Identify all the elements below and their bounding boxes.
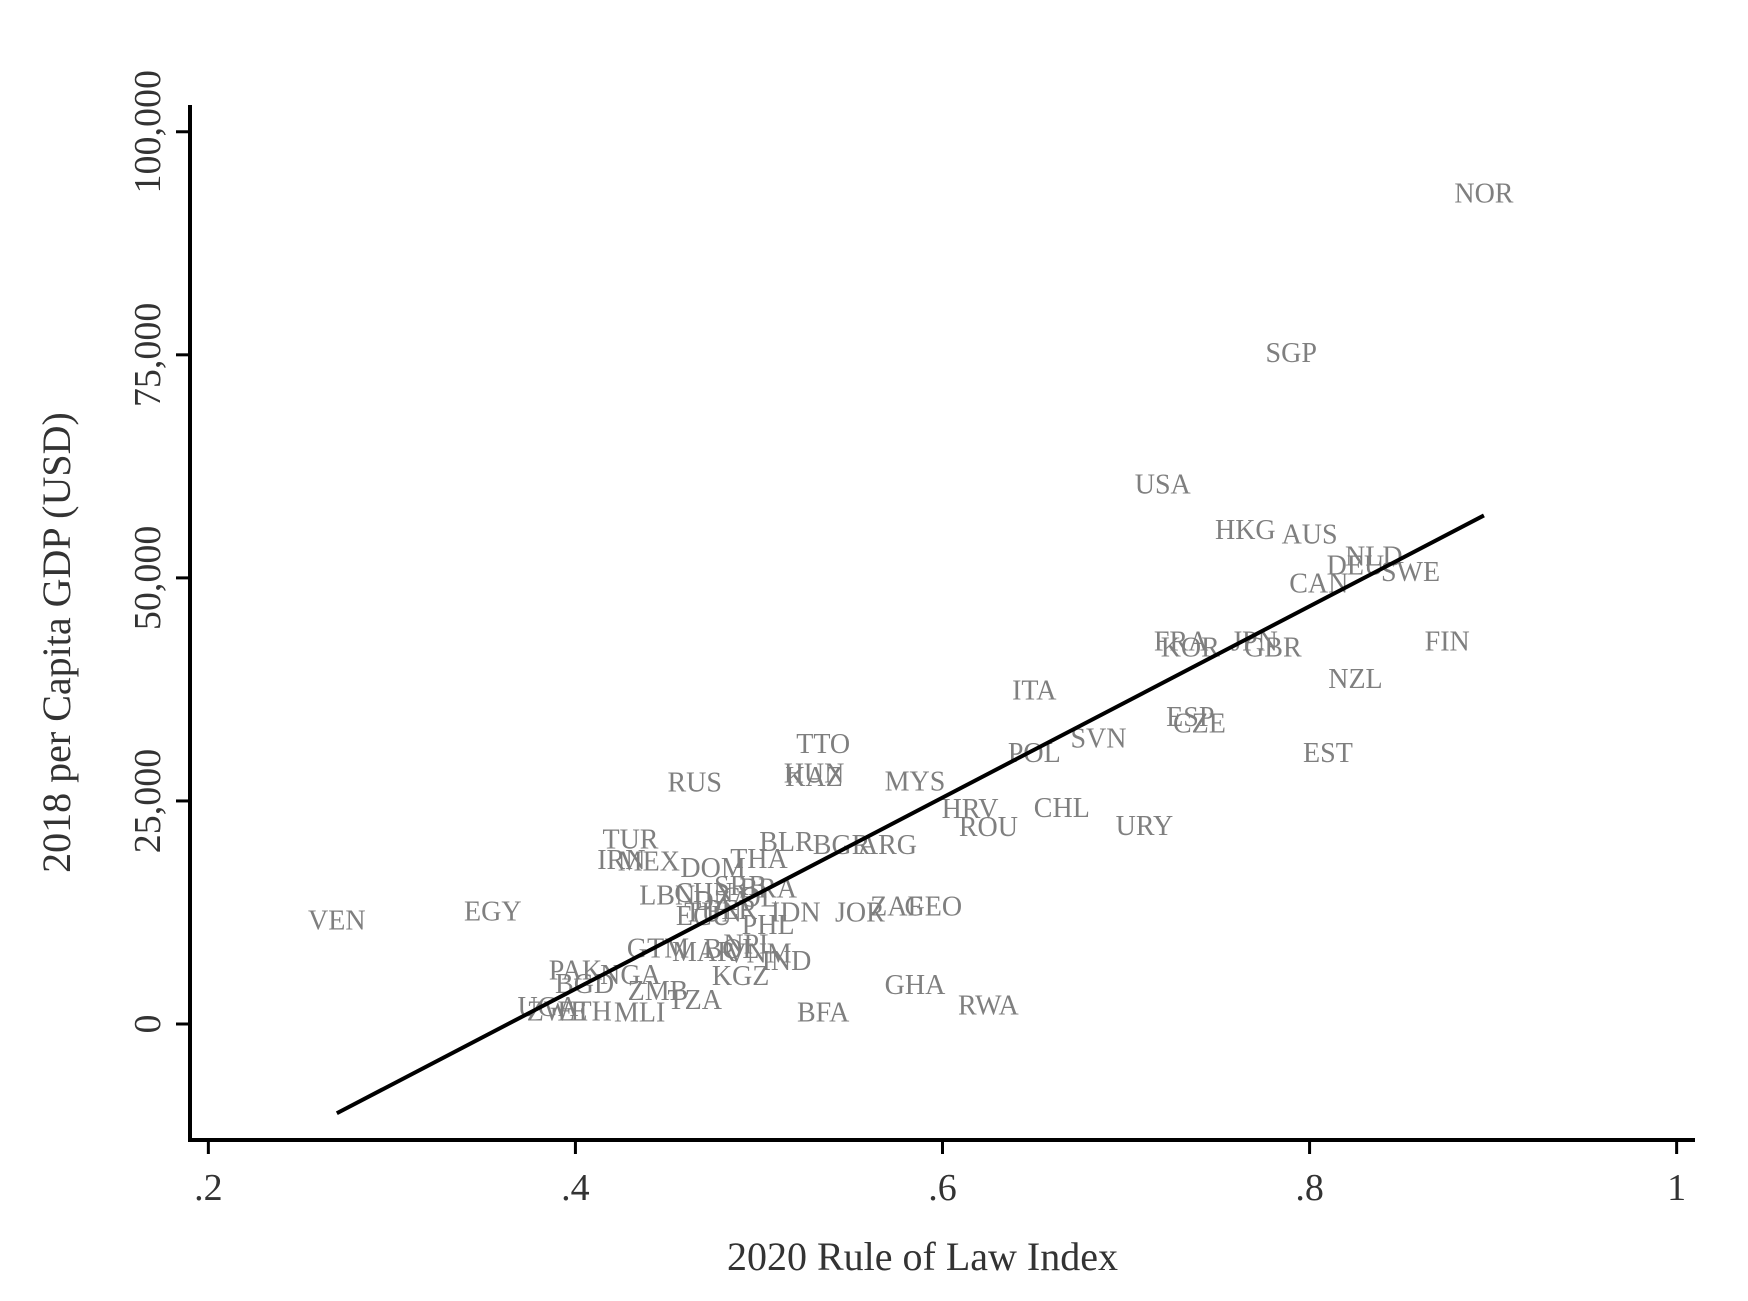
axes: .2 .4 .6 .8 1 0 25,000 50,000 75,000 100,000 2020 … (34, 70, 1695, 1279)
point-label: HRV (942, 794, 999, 825)
point-label: RWA (958, 990, 1019, 1021)
point-label: BOL (703, 934, 759, 965)
point-label: ARG (858, 830, 917, 861)
point-label: MLI (614, 998, 665, 1029)
point-label: KGZ (712, 961, 770, 992)
point-label: GHA (885, 970, 946, 1001)
point-label: ZMB (628, 976, 689, 1007)
point-label: ECU (676, 901, 732, 932)
y-tick-label: 100,000 (127, 70, 169, 194)
y-tick-label: 75,000 (127, 303, 169, 408)
point-label: FIN (1425, 626, 1470, 657)
point-label: IND (762, 946, 812, 977)
point-label: GTM (627, 933, 689, 964)
point-label: KAZ (785, 762, 843, 793)
point-label: ZWE (527, 997, 588, 1028)
point-label: RUS (667, 767, 721, 798)
fit-line (335, 513, 1485, 1116)
point-label: ITA (1012, 675, 1057, 706)
point-label: SRB (714, 871, 767, 902)
point-label: SWE (1381, 557, 1440, 588)
x-tick-label: .8 (1295, 1167, 1324, 1209)
point-label: FRA (1154, 626, 1209, 657)
point-label: BFA (797, 998, 850, 1029)
point-label: HUN (784, 758, 845, 789)
x-axis-title: 2020 Rule of Law Index (727, 1234, 1118, 1279)
point-label: HKG (1215, 515, 1276, 546)
point-label: ETH (557, 997, 611, 1028)
point-label: USA (1135, 469, 1192, 500)
point-label: LBN (639, 881, 695, 912)
point-label: ZAF (870, 891, 923, 922)
point-label: GBR (1244, 633, 1302, 664)
x-tick-label: .4 (561, 1167, 590, 1209)
y-tick-label: 50,000 (127, 526, 169, 631)
y-tick-label: 25,000 (127, 749, 169, 854)
point-label: BLR (759, 827, 814, 858)
y-tick-label: 0 (127, 1015, 169, 1034)
point-label: IDN (771, 898, 821, 929)
point-label: TUN (684, 898, 742, 929)
point-label: NZL (1328, 664, 1382, 695)
point-label: MAR (672, 937, 736, 968)
point-label: VEN (308, 906, 366, 937)
x-tick-label: 1 (1667, 1167, 1686, 1209)
point-label: NGA (600, 960, 661, 991)
point-label: TZA (668, 985, 723, 1016)
point-label: ESP (1166, 702, 1214, 733)
point-label: EST (1303, 738, 1353, 769)
point-label: THA (730, 844, 788, 875)
point-label: VNM (726, 939, 791, 970)
point-label: IRN (597, 845, 645, 876)
point-label: CZE (1173, 708, 1226, 739)
point-label: MEX (618, 847, 680, 878)
point-label: ROU (959, 812, 1018, 843)
point-label: CHN (674, 878, 733, 909)
x-tick-label: .6 (928, 1167, 957, 1209)
point-label: URY (1116, 811, 1174, 842)
point-label: NPL (723, 930, 776, 961)
point-label: AUS (1282, 519, 1338, 550)
point-label: GEO (905, 891, 963, 922)
point-label: UGA (518, 992, 579, 1023)
point-label: CAN (1289, 568, 1348, 599)
point-label: DOM (680, 853, 745, 884)
point-label: PHL (742, 910, 795, 941)
point-label: CHL (1034, 793, 1090, 824)
point-label: TTO (796, 729, 850, 760)
point-label: SGP (1266, 338, 1317, 369)
point-label: SVN (1070, 724, 1126, 755)
point-label: TUR (602, 824, 658, 855)
point-label: JOR (835, 898, 885, 929)
point-label: NLD (1345, 542, 1403, 573)
point-label: NOR (1454, 178, 1513, 209)
y-axis-title: 2018 per Capita GDP (USD) (34, 412, 79, 873)
point-label: MYS (885, 766, 946, 797)
x-tick-label: .2 (194, 1167, 223, 1209)
point-label: POL (1008, 738, 1061, 769)
point-label: DEU (1327, 551, 1385, 582)
point-label: EGY (464, 897, 522, 928)
point-label: BGR (813, 830, 871, 861)
